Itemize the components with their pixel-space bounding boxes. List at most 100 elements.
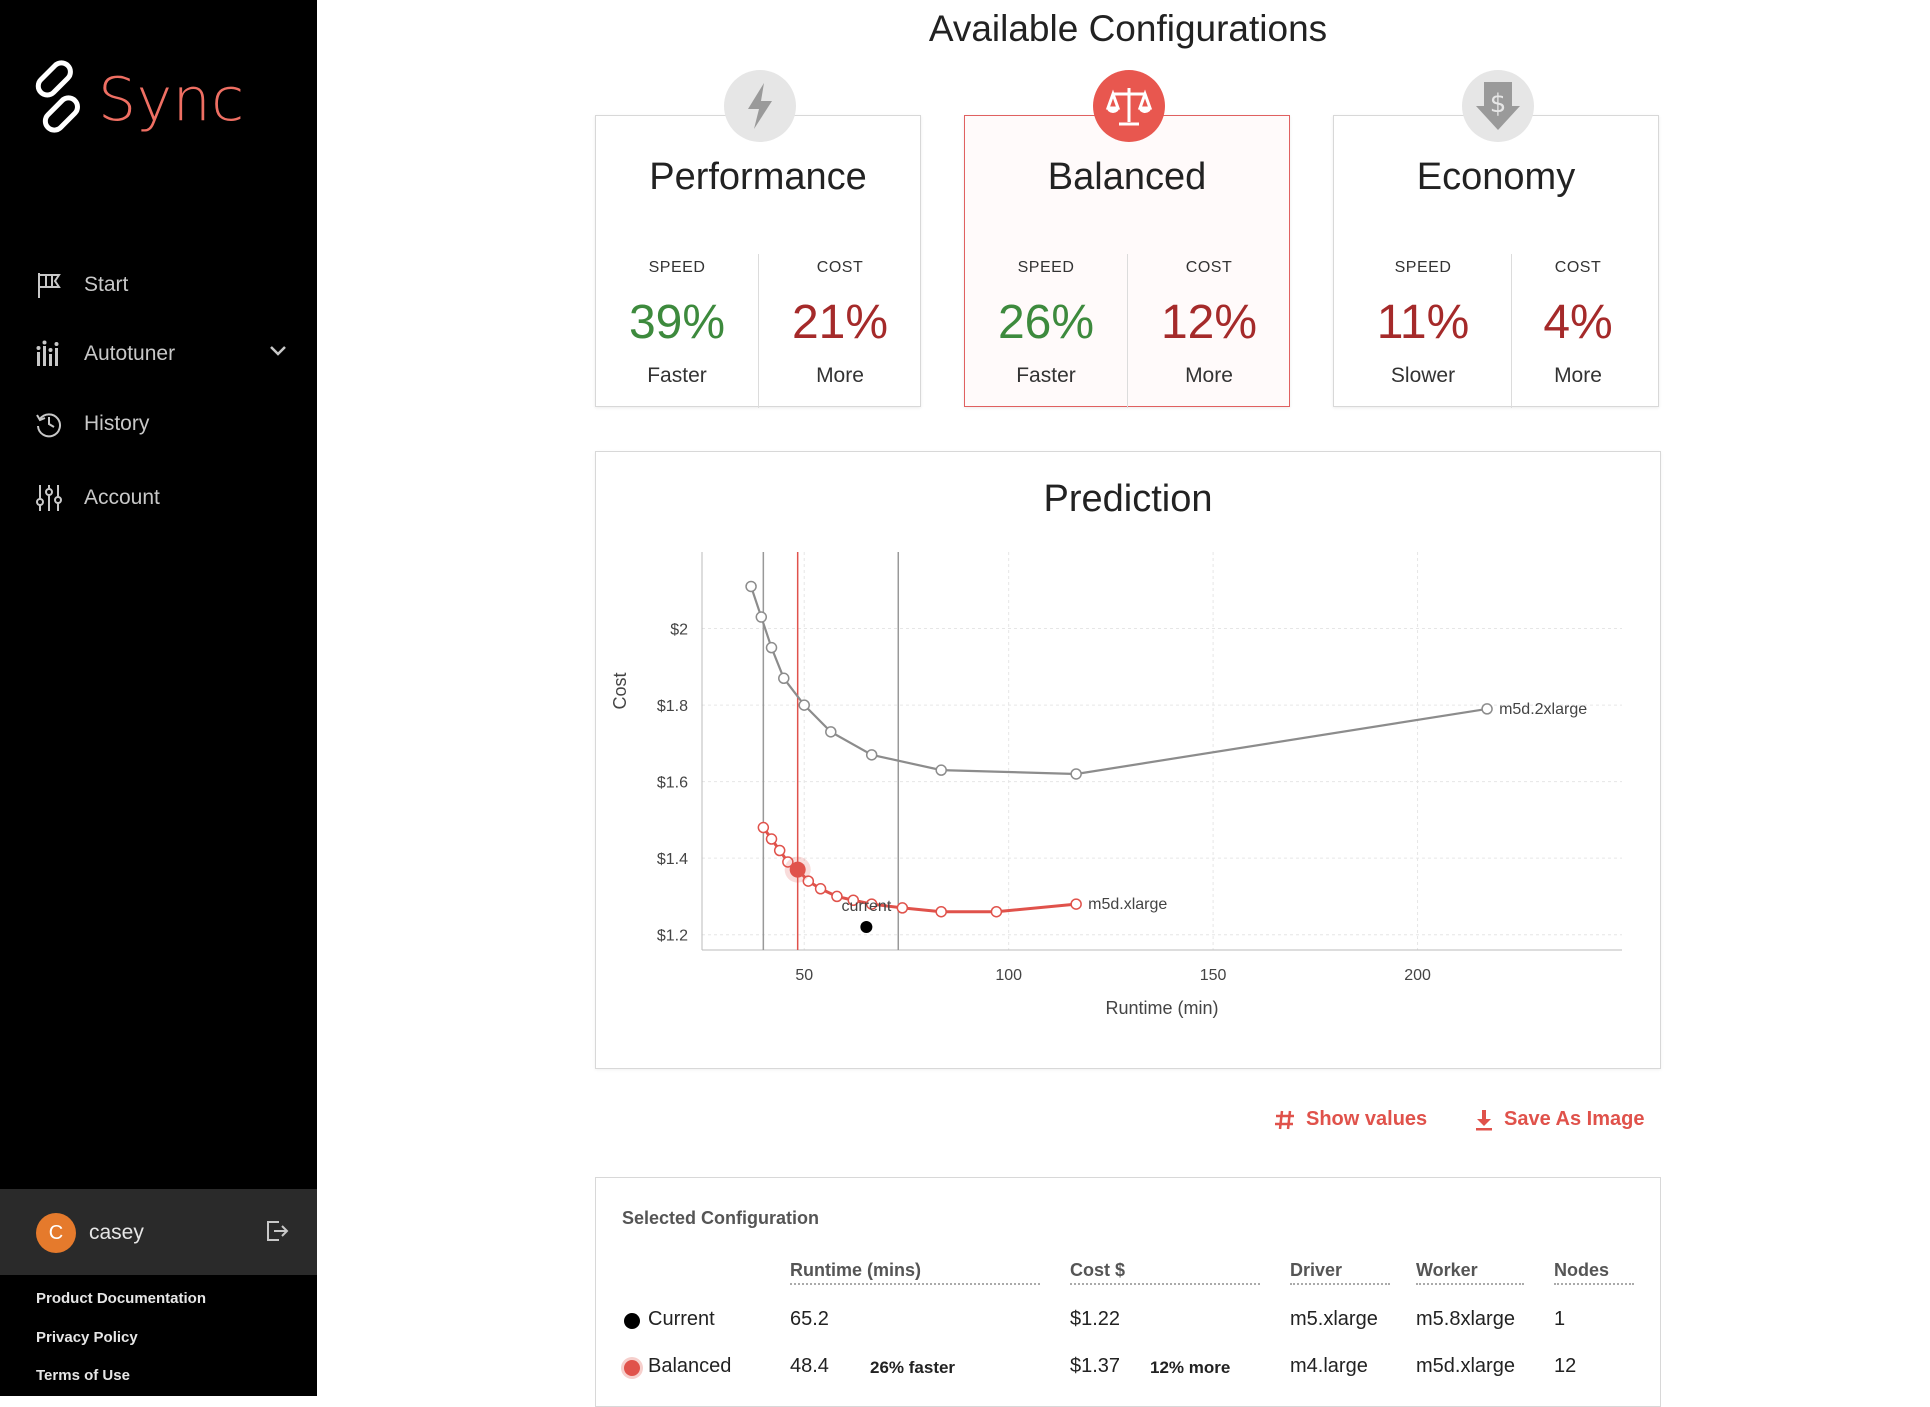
x-axis-label: Runtime (min) bbox=[1105, 998, 1218, 1018]
series-point bbox=[865, 898, 878, 910]
hash-icon bbox=[1274, 1109, 1296, 1131]
config-card-balanced[interactable]: Balanced SPEED 26% Faster COST 12% More bbox=[964, 70, 1290, 408]
column-header-runtime[interactable]: Runtime (mins) bbox=[790, 1260, 1040, 1285]
series-point bbox=[825, 726, 837, 738]
series-point bbox=[755, 611, 768, 623]
nodes-value: 1 bbox=[1554, 1308, 1566, 1330]
current-point-label: current bbox=[841, 898, 891, 915]
runtime-delta: 26% faster bbox=[870, 1358, 956, 1377]
speed-label: SPEED bbox=[1017, 259, 1075, 276]
cost-value: $1.22 bbox=[1070, 1308, 1121, 1330]
speed-sub: Faster bbox=[1016, 364, 1076, 387]
prediction-chart[interactable]: 50 100 150 200 $1.2 $1.4 $1.6 $1.8 $2 Runtime (mi… bbox=[596, 452, 1660, 1068]
x-tick-label: 50 bbox=[795, 967, 813, 984]
cost-label: COST bbox=[1185, 259, 1233, 276]
sidebar-item-label: Account bbox=[84, 486, 160, 509]
column-header-worker[interactable]: Worker bbox=[1416, 1260, 1524, 1285]
series-point bbox=[782, 856, 794, 868]
logout-icon[interactable] bbox=[265, 1219, 289, 1248]
column-header-cost[interactable]: Cost $ bbox=[1070, 1260, 1260, 1285]
series-point bbox=[798, 699, 810, 711]
lightning-icon bbox=[724, 70, 796, 142]
cost-label: COST bbox=[816, 259, 864, 276]
speed-value: 39% bbox=[628, 296, 726, 349]
dollar-down-icon: $ bbox=[1462, 70, 1534, 142]
series-point bbox=[935, 764, 947, 776]
flag-icon bbox=[34, 270, 64, 300]
series-point bbox=[765, 833, 778, 845]
app-name: Sync bbox=[98, 65, 245, 135]
history-icon bbox=[34, 409, 64, 439]
cost-metric: COST 4% More bbox=[1497, 259, 1659, 388]
speed-sub: Slower bbox=[1390, 364, 1456, 387]
y-tick-label: $2 bbox=[670, 622, 688, 639]
download-icon bbox=[1474, 1109, 1494, 1131]
selected-configuration-title: Selected Configuration bbox=[622, 1208, 820, 1228]
sidebar-item-start[interactable]: Start bbox=[34, 263, 294, 307]
speed-label: SPEED bbox=[1394, 259, 1452, 276]
column-header-driver[interactable]: Driver bbox=[1290, 1260, 1390, 1285]
avatar[interactable]: C bbox=[36, 1213, 76, 1253]
speed-sub: Faster bbox=[647, 364, 707, 387]
series-point bbox=[935, 905, 947, 918]
series-point bbox=[896, 902, 909, 914]
worker-value: m5.8xlarge bbox=[1416, 1308, 1515, 1330]
balanced-marker-icon bbox=[624, 1360, 640, 1376]
y-axis-label: Cost bbox=[610, 672, 630, 709]
sidebar-item-label: Autotuner bbox=[84, 342, 176, 365]
nodes-value: 12 bbox=[1554, 1355, 1577, 1377]
bar-chart-icon bbox=[34, 339, 64, 369]
row-label: Current bbox=[648, 1308, 715, 1330]
card-divider bbox=[1511, 254, 1512, 408]
cost-delta: 12% more bbox=[1150, 1358, 1231, 1377]
chart-title: Prediction bbox=[1043, 478, 1213, 520]
sync-logo[interactable]: Sync bbox=[34, 60, 245, 140]
speed-label: SPEED bbox=[648, 259, 706, 276]
config-card-performance[interactable]: Performance SPEED 39% Faster COST 21% Mo… bbox=[595, 70, 921, 408]
worker-value: m5d.xlarge bbox=[1416, 1355, 1515, 1377]
cost-sub: More bbox=[816, 364, 864, 387]
driver-value: m4.large bbox=[1290, 1355, 1368, 1377]
column-header-nodes[interactable]: Nodes bbox=[1554, 1260, 1634, 1285]
product-documentation-link[interactable]: Product Documentation bbox=[36, 1290, 207, 1307]
series-point bbox=[773, 844, 786, 857]
series-point bbox=[847, 894, 860, 906]
chevron-down-icon[interactable] bbox=[268, 344, 288, 363]
speed-metric: SPEED 26% Faster bbox=[965, 259, 1127, 388]
runtime-value: 48.4 bbox=[790, 1355, 829, 1377]
cost-value: 12% bbox=[1160, 296, 1258, 349]
x-tick-label: 100 bbox=[995, 967, 1022, 984]
privacy-policy-link[interactable]: Privacy Policy bbox=[36, 1329, 138, 1346]
prediction-chart-panel: Prediction 50 100 150 200 $1.2 $1.4 $1.6 $1.8 $2… bbox=[595, 451, 1661, 1069]
page-title: Available Configurations bbox=[928, 8, 1328, 49]
config-card-economy[interactable]: $ Economy SPEED 11% Slower COST 4% More bbox=[1333, 70, 1659, 408]
show-values-button[interactable]: Show values bbox=[1274, 1108, 1427, 1131]
series-line bbox=[750, 586, 1488, 776]
series-point bbox=[990, 905, 1003, 918]
driver-value: m5.xlarge bbox=[1290, 1308, 1378, 1330]
x-tick-label: 150 bbox=[1200, 967, 1227, 984]
row-label: Balanced bbox=[648, 1355, 732, 1377]
series-point bbox=[757, 821, 770, 834]
cost-label: COST bbox=[1554, 259, 1602, 276]
card-divider bbox=[1127, 254, 1128, 408]
sidebar-item-history[interactable]: History bbox=[34, 402, 294, 446]
sidebar-item-autotuner[interactable]: Autotuner bbox=[34, 332, 294, 376]
terms-of-use-link[interactable]: Terms of Use bbox=[36, 1367, 130, 1384]
series-label: m5d.2xlarge bbox=[1499, 701, 1587, 718]
show-values-label: Show values bbox=[1306, 1108, 1428, 1130]
y-tick-label: $1.2 bbox=[657, 928, 688, 945]
series-point bbox=[831, 890, 843, 903]
current-marker-icon bbox=[624, 1313, 640, 1329]
series-point bbox=[1481, 703, 1493, 715]
series-point bbox=[1070, 898, 1082, 910]
sync-logo-icon bbox=[35, 60, 80, 133]
save-as-image-button[interactable]: Save As Image bbox=[1474, 1108, 1644, 1131]
card-divider bbox=[758, 254, 759, 408]
sidebar-item-label: History bbox=[84, 412, 150, 435]
sidebar-item-account[interactable]: Account bbox=[34, 476, 294, 520]
speed-value: 26% bbox=[997, 296, 1095, 349]
user-bar: C casey bbox=[0, 1189, 317, 1275]
card-title: Balanced bbox=[1047, 156, 1207, 198]
runtime-value: 65.2 bbox=[790, 1308, 829, 1330]
